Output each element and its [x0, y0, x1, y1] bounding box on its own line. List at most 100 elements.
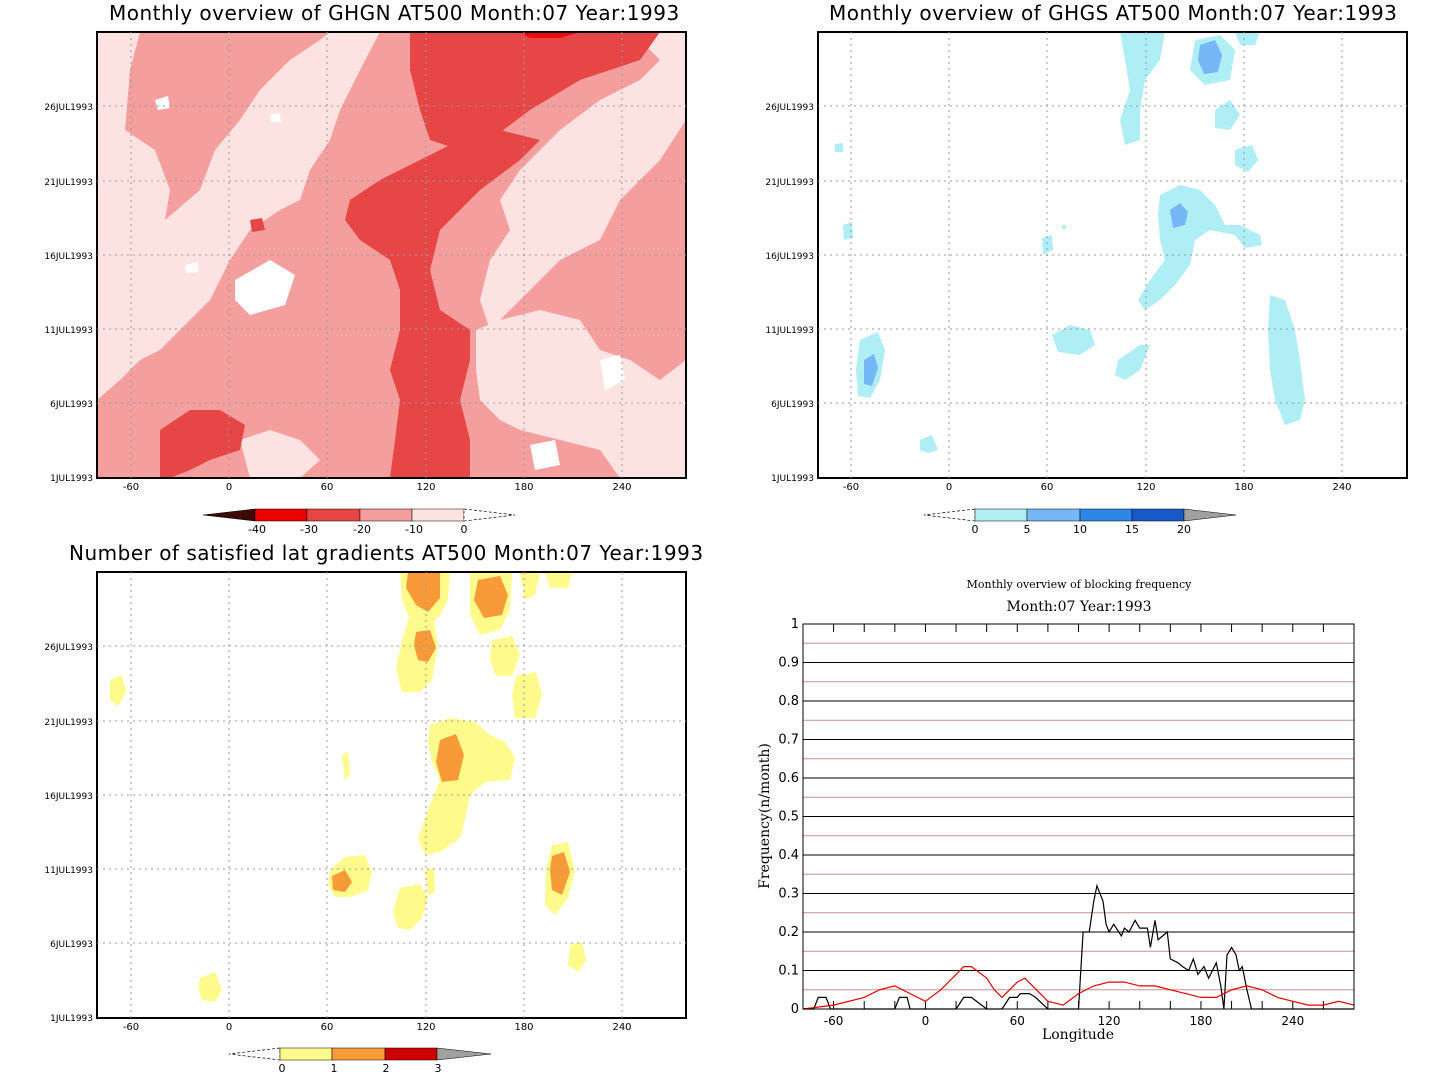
ghgn-medium-regions [160, 32, 660, 478]
panel2-title: Monthly overview of GHGS AT500 Month:07 … [829, 1, 1398, 25]
gradients-ytick: 16JUL1993 [44, 792, 93, 802]
freq-ytick-label: 0 [791, 1002, 799, 1017]
freq-series-black-line [803, 883, 1354, 1010]
freq-xtick-label: 60 [1010, 1014, 1025, 1028]
gradients-ytick: 6JUL1993 [50, 940, 93, 950]
blocking-frequency-chart: Monthly overview of blocking frequency M… [757, 578, 1355, 1043]
ghgs-cbar-label: 5 [1024, 523, 1031, 536]
ghgn-cbar-label: -20 [353, 523, 371, 536]
freq-xtick-label: 0 [922, 1014, 930, 1028]
freq-ytick-label: 0.1 [778, 964, 799, 979]
gradients-cbar-segment [384, 1047, 438, 1061]
ghgn-cbar-label: -10 [405, 523, 423, 536]
gradients-xtick: 60 [321, 1022, 334, 1033]
ghgn-cbar-segment [411, 508, 465, 522]
ghgs-ytick: 16JUL1993 [765, 252, 814, 262]
ghgs-ytick: 26JUL1993 [765, 103, 814, 113]
gradients-cbar-segment [331, 1047, 386, 1061]
ghgn-cbar-segment [359, 508, 413, 522]
freq-ytick-label: 0.2 [778, 925, 799, 940]
ghgn-colorbar: -40 -30 -20 -10 0 [202, 508, 516, 536]
freq-xtick-label: 240 [1281, 1014, 1304, 1028]
gradients-xtick: -60 [123, 1022, 139, 1033]
freq-ytick-label: 0.7 [778, 733, 799, 748]
freq-y-axis-label: Frequency(n/month) [757, 743, 773, 889]
gradients-cbar-label: 0 [279, 1062, 286, 1075]
ghgn-xtick: 240 [612, 482, 631, 493]
freq-x-axis: -60 0 60 120 180 240 [824, 624, 1324, 1028]
gradients-cbar-label: 1 [331, 1062, 338, 1075]
ghgn-cbar-segment [254, 508, 308, 522]
ghgn-xtick: 0 [226, 482, 232, 493]
freq-gridlines [803, 623, 1354, 1010]
ghgs-ytick: 6JUL1993 [771, 400, 814, 410]
freq-ytick-label: 0.6 [778, 771, 799, 786]
ghgs-cbar-segment [1079, 508, 1133, 522]
ghgn-cbar-segment [202, 508, 256, 522]
ghgs-ytick: 21JUL1993 [765, 178, 814, 188]
gradients-cbar-label: 2 [383, 1062, 390, 1075]
ghgs-cbar-label: 15 [1125, 523, 1139, 536]
freq-chart-subtitle: Month:07 Year:1993 [1006, 599, 1151, 615]
gradients-ytick: 21JUL1993 [44, 718, 93, 728]
ghgs-cbar-label: 20 [1177, 523, 1191, 536]
freq-series-group [802, 883, 1355, 1010]
freq-series-red-line [802, 966, 1355, 1010]
freq-ytick-label: 1 [791, 617, 799, 632]
ghgn-xtick: 180 [514, 482, 533, 493]
ghgs-xtick: 60 [1041, 482, 1054, 493]
freq-plot-frame [802, 623, 1355, 1010]
ghgs-cbar-open-end [923, 508, 976, 522]
ghgn-ytick: 26JUL1993 [44, 103, 93, 113]
ghgn-heatmap: 26JUL1993 21JUL1993 16JUL1993 11JUL1993 … [44, 31, 687, 493]
freq-xtick-label: 180 [1189, 1014, 1212, 1028]
ghgs-ytick: 1JUL1993 [771, 474, 814, 484]
ghgs-ytick: 11JUL1993 [765, 326, 814, 336]
freq-ytick-label: 0.4 [778, 848, 799, 863]
ghgn-cbar-label: 0 [461, 523, 468, 536]
ghgn-xtick: 120 [416, 482, 435, 493]
ghgn-strong-region [520, 32, 580, 38]
gradients-ytick: 26JUL1993 [44, 643, 93, 653]
gradients-xtick: 0 [226, 1022, 232, 1033]
ghgs-light-regions [835, 32, 1305, 453]
ghgn-ytick: 11JUL1993 [44, 326, 93, 336]
freq-ytick-label: 0.5 [778, 810, 799, 825]
freq-ytick-label: 0.3 [778, 887, 799, 902]
freq-ytick-label: 0.9 [778, 656, 799, 671]
ghgs-cbar-label: 0 [972, 523, 979, 536]
ghgn-cbar-segment [306, 508, 361, 522]
ghgn-white-spots [155, 96, 625, 470]
ghgn-cbar-label: -40 [248, 523, 266, 536]
ghgs-heatmap: 26JUL1993 21JUL1993 16JUL1993 11JUL1993 … [765, 31, 1408, 493]
ghgs-cbar-label: 10 [1073, 523, 1087, 536]
gradients-heatmap: 26JUL1993 21JUL1993 16JUL1993 11JUL1993 … [44, 571, 687, 1033]
freq-x-axis-label: Longitude [1042, 1027, 1114, 1043]
ghgs-xtick: 120 [1136, 482, 1155, 493]
gradients-ytick: 11JUL1993 [44, 866, 93, 876]
ghgs-cbar-segment [1183, 508, 1237, 522]
ghgn-cbar-open-end [463, 508, 516, 522]
ghgn-ytick: 6JUL1993 [50, 400, 93, 410]
ghgs-cbar-segment [974, 508, 1028, 522]
freq-chart-title: Monthly overview of blocking frequency [967, 578, 1193, 591]
ghgn-ytick: 1JUL1993 [50, 474, 93, 484]
gradients-colorbar: 0 1 2 3 [228, 1047, 492, 1075]
freq-y-axis: 0 0.1 0.2 0.3 0.4 0.5 0.6 0.7 0.8 0.9 1 [778, 617, 799, 1017]
ghgs-cbar-segment [1131, 508, 1185, 522]
ghgs-xtick: -60 [843, 482, 859, 493]
ghgn-xtick: -60 [123, 482, 139, 493]
ghgs-xtick: 240 [1332, 482, 1351, 493]
ghgs-colorbar: 0 5 10 15 20 [923, 508, 1237, 536]
gradients-cbar-segment [279, 1047, 333, 1061]
ghgs-cbar-segment [1026, 508, 1081, 522]
panel1-title: Monthly overview of GHGN AT500 Month:07 … [109, 1, 680, 25]
panel3-title: Number of satisfied lat gradients AT500 … [69, 541, 704, 565]
gradients-xtick: 240 [612, 1022, 631, 1033]
gradients-cbar-open-end [228, 1047, 281, 1061]
ghgn-xtick: 60 [321, 482, 334, 493]
gradients-medium-regions [332, 572, 570, 895]
freq-xtick-label: -60 [824, 1014, 844, 1028]
ghgs-xtick: 0 [946, 482, 952, 493]
ghgs-gridlines [818, 32, 1407, 478]
